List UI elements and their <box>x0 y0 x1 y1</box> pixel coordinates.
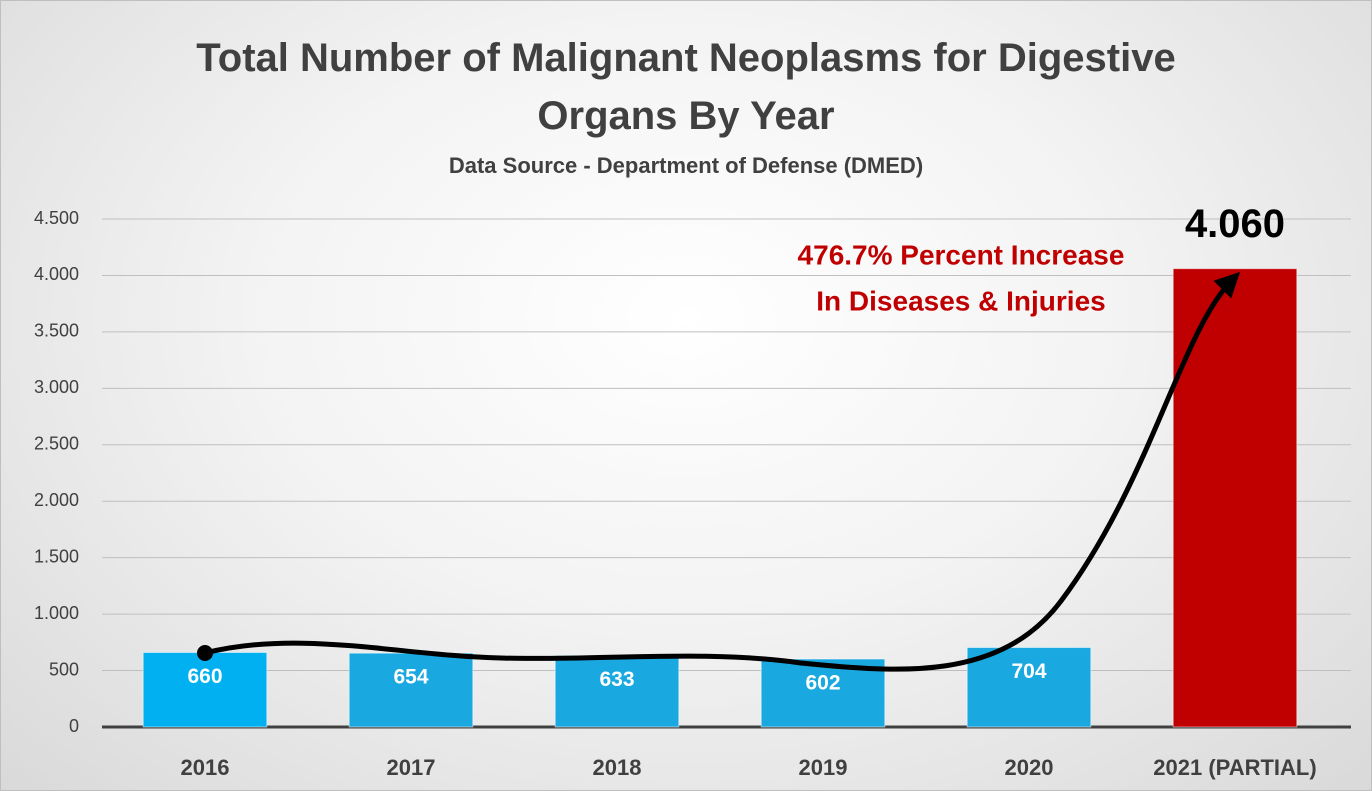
bar <box>554 655 680 728</box>
x-tick-label: 2018 <box>593 755 642 780</box>
x-tick-label: 2017 <box>387 755 436 780</box>
data-label: 654 <box>393 666 428 689</box>
x-tick-label: 2019 <box>799 755 848 780</box>
x-tick-label: 2020 <box>1005 755 1054 780</box>
y-tick-label: 500 <box>49 659 79 679</box>
data-label: 4.060 <box>1185 202 1285 246</box>
grid <box>102 218 1351 729</box>
trend-arrow <box>204 271 1241 672</box>
y-tick-label: 1.500 <box>34 546 79 566</box>
data-label: 633 <box>599 668 634 691</box>
chart-subtitle: Data Source - Department of Defense (DME… <box>448 153 924 178</box>
x-tick-label: 2016 <box>181 755 230 780</box>
bar <box>1172 268 1298 728</box>
y-tick-label: 3.500 <box>34 321 79 341</box>
x-tick-label: 2021 (PARTIAL) <box>1153 755 1316 780</box>
y-tick-label: 2.000 <box>34 490 79 510</box>
y-tick-label: 1.000 <box>34 603 79 623</box>
annotation: 476.7% Percent Increase <box>798 239 1125 270</box>
chart-title: Total Number of Malignant Neoplasms for … <box>196 36 1176 138</box>
arrow-start <box>197 645 213 661</box>
y-tick-label: 0 <box>69 716 79 736</box>
bar <box>142 651 268 728</box>
data-label: 602 <box>805 672 840 695</box>
data-label: 704 <box>1011 660 1046 683</box>
bars <box>142 268 1298 728</box>
y-tick-label: 4.000 <box>34 264 79 284</box>
annotation: In Diseases & Injuries <box>816 285 1105 316</box>
data-label: 660 <box>187 665 222 688</box>
y-tick-label: 3.000 <box>34 377 79 397</box>
bar <box>966 647 1092 728</box>
bar <box>348 652 474 728</box>
y-tick-label: 4.500 <box>34 208 79 228</box>
labels: 0 500 1.000 1.500 2.000 2.500 3.000 3.500 4.000 4… <box>34 202 1317 780</box>
y-tick-label: 2.500 <box>34 434 79 454</box>
